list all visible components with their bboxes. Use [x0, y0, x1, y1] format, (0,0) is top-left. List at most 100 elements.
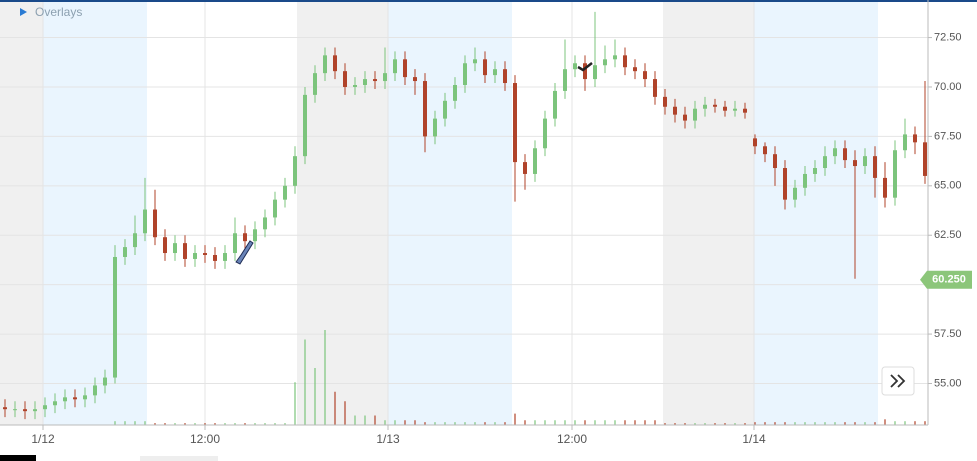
candle-body — [913, 134, 917, 143]
volume-bar — [804, 422, 806, 425]
volume-bar — [324, 330, 326, 425]
candle-body — [673, 106, 677, 115]
candle-body — [283, 185, 287, 200]
y-tick-label: 55.00 — [934, 377, 962, 389]
candle-body — [13, 409, 17, 411]
candle-body — [863, 156, 867, 167]
candle-body — [633, 67, 637, 72]
scroll-button[interactable] — [881, 366, 915, 396]
volume-bar — [124, 421, 126, 425]
candle-body — [473, 59, 477, 64]
volume-bar — [394, 420, 396, 425]
volume-bar — [604, 420, 606, 425]
volume-bar — [814, 422, 816, 425]
volume-bar — [654, 420, 656, 425]
candle-body — [353, 85, 357, 87]
candle-body — [533, 148, 537, 174]
candle-body — [163, 237, 167, 254]
candle-body — [883, 177, 887, 198]
volume-bar — [384, 420, 386, 425]
candle-body — [93, 385, 97, 396]
volume-bar — [504, 422, 506, 425]
session-band — [663, 0, 754, 425]
candle-body — [553, 90, 557, 119]
candle-body — [833, 148, 837, 157]
candle-body — [433, 118, 437, 137]
volume-bar — [904, 421, 906, 425]
candle-body — [123, 247, 127, 257]
volume-bar — [454, 422, 456, 425]
volume-bar — [174, 423, 176, 425]
candle-body — [893, 150, 897, 198]
candle-body — [513, 83, 517, 163]
volume-bar — [714, 423, 716, 425]
candle-body — [183, 243, 187, 259]
volume-bar — [634, 420, 636, 425]
candle-body — [423, 81, 427, 137]
volume-bar — [784, 422, 786, 425]
volume-bar — [734, 423, 736, 425]
candle-body — [683, 114, 687, 121]
candle-body — [753, 138, 757, 147]
volume-bar — [624, 420, 626, 425]
overlay-toggle[interactable] — [20, 8, 27, 16]
candle-body — [763, 146, 767, 155]
volume-bar — [154, 423, 156, 425]
candle-body — [843, 148, 847, 161]
volume-bar — [794, 422, 796, 425]
candle-body — [723, 106, 727, 111]
candle-body — [643, 71, 647, 80]
candle-body — [653, 79, 657, 97]
volume-bar — [144, 421, 146, 425]
candle-body — [273, 199, 277, 218]
volume-bar — [404, 420, 406, 425]
volume-bar — [254, 423, 256, 425]
candle-body — [213, 255, 217, 261]
candle-body — [23, 409, 27, 412]
volume-bar — [924, 421, 926, 425]
volume-bar — [644, 420, 646, 425]
volume-bar — [754, 422, 756, 425]
volume-bar — [594, 420, 596, 425]
candle-body — [593, 65, 597, 80]
volume-bar — [724, 423, 726, 425]
volume-bar — [584, 420, 586, 425]
candle-body — [793, 187, 797, 200]
session-band — [297, 0, 388, 425]
volume-bar — [514, 413, 516, 425]
candle-body — [203, 253, 207, 255]
y-tick-label: 65.00 — [934, 180, 962, 192]
candle-body — [563, 69, 567, 91]
candle-body — [133, 233, 137, 248]
candle-body — [573, 63, 577, 70]
candle-body — [313, 73, 317, 95]
volume-bar — [284, 423, 286, 425]
volume-bar — [114, 421, 116, 425]
candle-body — [363, 79, 367, 85]
session-band — [43, 0, 147, 425]
candle-body — [733, 108, 737, 111]
volume-bar — [534, 420, 536, 425]
volume-bar — [334, 391, 336, 425]
candle-body — [463, 63, 467, 85]
candle-body — [113, 256, 117, 378]
candle-body — [853, 160, 857, 167]
volume-bar — [774, 422, 776, 425]
candle-body — [73, 397, 77, 400]
candle-body — [413, 77, 417, 82]
last-price-label: 60.250 — [932, 274, 966, 286]
volume-bar — [494, 422, 496, 425]
volume-bar — [614, 420, 616, 425]
overlay-label[interactable]: Overlays — [35, 5, 82, 19]
drawing-annotation — [577, 62, 593, 72]
volume-bar — [674, 423, 676, 425]
volume-bar — [524, 420, 526, 425]
volume-bar — [364, 415, 366, 425]
candle-body — [173, 243, 177, 254]
candle-body — [263, 217, 267, 230]
candle-body — [743, 108, 747, 113]
scroll-button-icon[interactable] — [890, 374, 906, 388]
volume-bar — [704, 423, 706, 425]
candle-body — [303, 94, 307, 157]
